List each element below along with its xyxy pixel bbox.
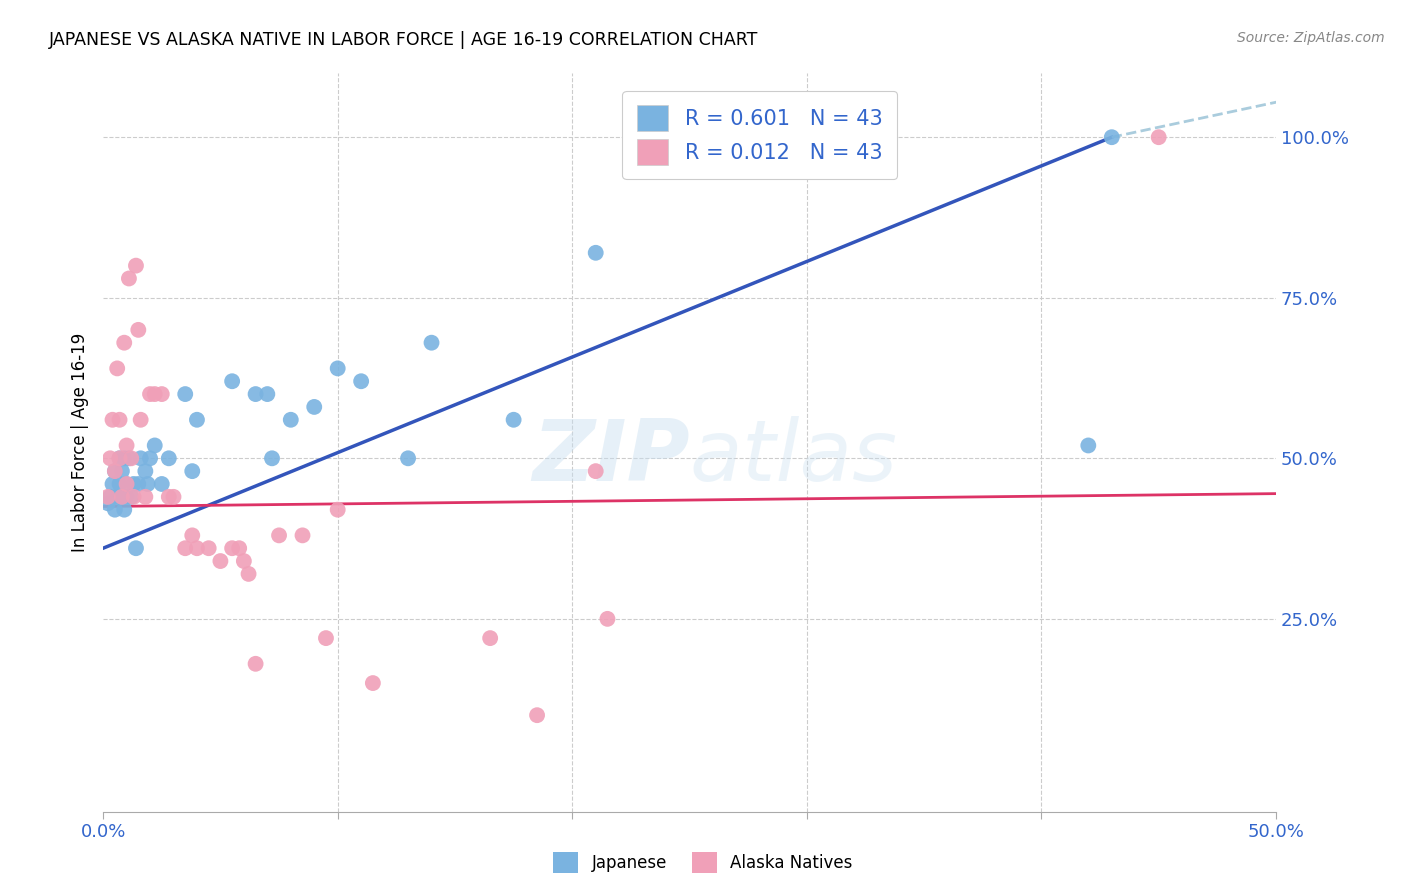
Point <box>280 413 302 427</box>
Y-axis label: In Labor Force | Age 16-19: In Labor Force | Age 16-19 <box>72 333 89 552</box>
Point <box>108 451 131 466</box>
Point <box>596 612 619 626</box>
Point <box>174 387 197 401</box>
Point <box>134 464 156 478</box>
Point <box>115 490 138 504</box>
Point <box>526 708 548 723</box>
Point <box>105 361 128 376</box>
Point <box>326 502 349 516</box>
Point <box>115 438 138 452</box>
Point <box>108 413 131 427</box>
Point <box>502 413 524 427</box>
Point <box>118 271 141 285</box>
Point <box>122 490 145 504</box>
Point <box>157 490 180 504</box>
Point <box>1077 438 1099 452</box>
Point <box>326 361 349 376</box>
Point <box>221 374 243 388</box>
Point <box>260 451 283 466</box>
Text: Source: ZipAtlas.com: Source: ZipAtlas.com <box>1237 31 1385 45</box>
Point <box>112 335 135 350</box>
Point <box>315 631 337 645</box>
Point <box>120 490 142 504</box>
Point <box>101 477 124 491</box>
Point <box>120 451 142 466</box>
Point <box>238 566 260 581</box>
Text: JAPANESE VS ALASKA NATIVE IN LABOR FORCE | AGE 16-19 CORRELATION CHART: JAPANESE VS ALASKA NATIVE IN LABOR FORCE… <box>49 31 759 49</box>
Point <box>1147 130 1170 145</box>
Point <box>181 528 204 542</box>
Point <box>129 413 152 427</box>
Text: ZIP: ZIP <box>531 416 689 499</box>
Point <box>143 387 166 401</box>
Point <box>245 387 267 401</box>
Legend: Japanese, Alaska Natives: Japanese, Alaska Natives <box>547 846 859 880</box>
Point <box>232 554 254 568</box>
Point <box>139 387 162 401</box>
Point <box>115 477 138 491</box>
Point <box>105 490 128 504</box>
Point <box>585 245 607 260</box>
Point <box>302 400 325 414</box>
Point <box>420 335 443 350</box>
Point <box>129 451 152 466</box>
Point <box>97 490 120 504</box>
Point <box>157 451 180 466</box>
Point <box>186 541 208 556</box>
Legend: R = 0.601   N = 43, R = 0.012   N = 43: R = 0.601 N = 43, R = 0.012 N = 43 <box>623 91 897 179</box>
Point <box>112 451 135 466</box>
Point <box>361 676 384 690</box>
Point <box>162 490 184 504</box>
Point <box>127 323 149 337</box>
Point <box>150 387 173 401</box>
Point <box>209 554 232 568</box>
Point <box>479 631 502 645</box>
Point <box>111 490 134 504</box>
Point <box>256 387 278 401</box>
Point <box>104 464 127 478</box>
Point <box>111 490 134 504</box>
Point <box>197 541 219 556</box>
Point <box>174 541 197 556</box>
Point <box>108 451 131 466</box>
Point <box>1101 130 1123 145</box>
Point <box>267 528 290 542</box>
Point <box>111 464 134 478</box>
Point <box>143 438 166 452</box>
Point <box>127 477 149 491</box>
Text: atlas: atlas <box>689 416 897 499</box>
Point <box>186 413 208 427</box>
Point <box>150 477 173 491</box>
Point <box>134 490 156 504</box>
Point <box>104 464 127 478</box>
Point <box>125 541 148 556</box>
Point <box>122 477 145 491</box>
Point <box>396 451 419 466</box>
Point <box>115 477 138 491</box>
Point <box>101 413 124 427</box>
Point <box>136 477 159 491</box>
Point <box>104 502 127 516</box>
Point <box>221 541 243 556</box>
Point <box>291 528 314 542</box>
Point <box>118 451 141 466</box>
Point <box>228 541 250 556</box>
Point <box>139 451 162 466</box>
Point <box>245 657 267 671</box>
Point <box>350 374 373 388</box>
Point <box>125 259 148 273</box>
Point <box>585 464 607 478</box>
Point <box>98 451 121 466</box>
Point <box>112 502 135 516</box>
Point <box>98 490 121 504</box>
Point <box>97 496 120 510</box>
Point <box>108 477 131 491</box>
Point <box>181 464 204 478</box>
